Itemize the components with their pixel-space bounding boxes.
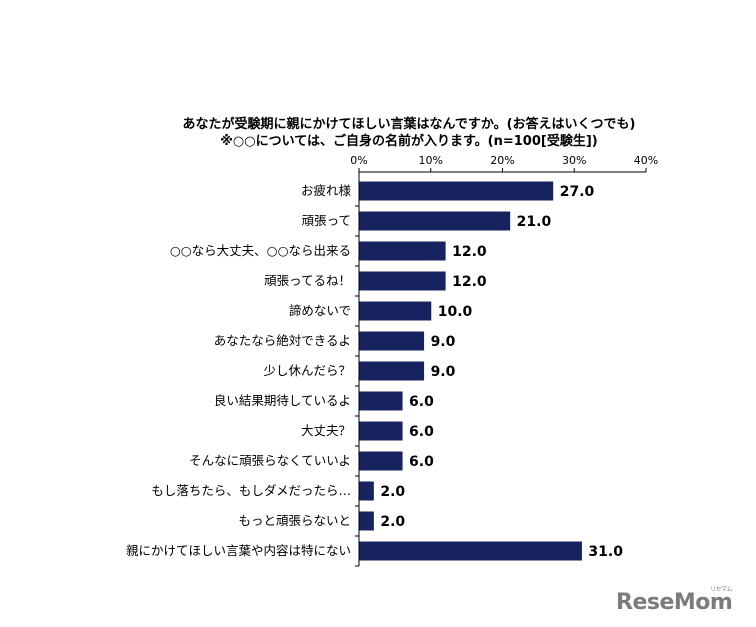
bar-series: お疲れ様 27.0 頑張って 21.0 ○○なら大丈夫、○○なら出来る 12.0 頑張ってる… (126, 181, 623, 561)
x-tick-label: 30% (562, 154, 586, 167)
logo-text: ReseMom (616, 590, 733, 615)
category-label: 大丈夫？ (301, 423, 351, 438)
category-label: 良い結果期待しているよ (214, 393, 351, 408)
data-label: 12.0 (452, 274, 487, 290)
data-label: 12.0 (452, 244, 487, 260)
category-label: 少し休んだら？ (263, 363, 351, 378)
data-label: 31.0 (588, 544, 623, 560)
category-label: もっと頑張らないと (238, 513, 351, 528)
category-label: 諦めないで (289, 303, 351, 318)
data-label: 6.0 (409, 454, 434, 470)
x-tick-label: 20% (490, 154, 514, 167)
bar (359, 331, 425, 351)
data-label: 9.0 (431, 364, 456, 380)
category-label: 頑張ってるね！ (264, 273, 351, 288)
x-axis: 0% 10% 20% 30% 40% (350, 154, 658, 567)
category-label: そんなに頑張らなくていいよ (189, 453, 351, 468)
data-label: 6.0 (409, 394, 434, 410)
bar (359, 421, 403, 441)
x-tick-label: 40% (634, 154, 658, 167)
category-label: もし落ちたら、もしダメだったら… (151, 483, 351, 498)
bar (359, 271, 446, 291)
data-label: 21.0 (517, 214, 552, 230)
category-label: お疲れ様 (301, 183, 352, 198)
bar (359, 451, 403, 471)
chart-title: あなたが受験期に親にかけてほしい言葉はなんですか。(お答えはいくつでも) ※○○… (183, 116, 636, 149)
logo-ruby: リセマム (710, 586, 733, 593)
category-label: ○○なら大丈夫、○○なら出来る (170, 243, 351, 258)
resemom-logo: ReseMom リセマム (616, 586, 746, 620)
bar (359, 181, 554, 201)
data-label: 6.0 (409, 424, 434, 440)
bar (359, 391, 403, 411)
bar (359, 241, 446, 261)
data-label: 27.0 (560, 184, 595, 200)
data-label: 10.0 (438, 304, 473, 320)
bar (359, 211, 511, 231)
data-label: 2.0 (380, 484, 405, 500)
bar (359, 361, 425, 381)
category-label: 頑張って (302, 213, 351, 228)
chart-title-line-2: ※○○については、ご自身の名前が入ります。(n=100[受験生]) (220, 133, 597, 149)
category-label: 親にかけてほしい言葉や内容は特にない (126, 543, 351, 558)
chart-title-line-1: あなたが受験期に親にかけてほしい言葉はなんですか。(お答えはいくつでも) (183, 116, 636, 132)
bar (359, 301, 432, 321)
x-tick-label: 0% (350, 154, 367, 167)
bar (359, 541, 582, 561)
data-label: 2.0 (380, 514, 405, 530)
bar (359, 481, 374, 501)
x-tick-label: 10% (419, 154, 443, 167)
category-label: あなたなら絶対できるよ (214, 333, 351, 348)
data-label: 9.0 (431, 334, 456, 350)
bar (359, 511, 374, 531)
